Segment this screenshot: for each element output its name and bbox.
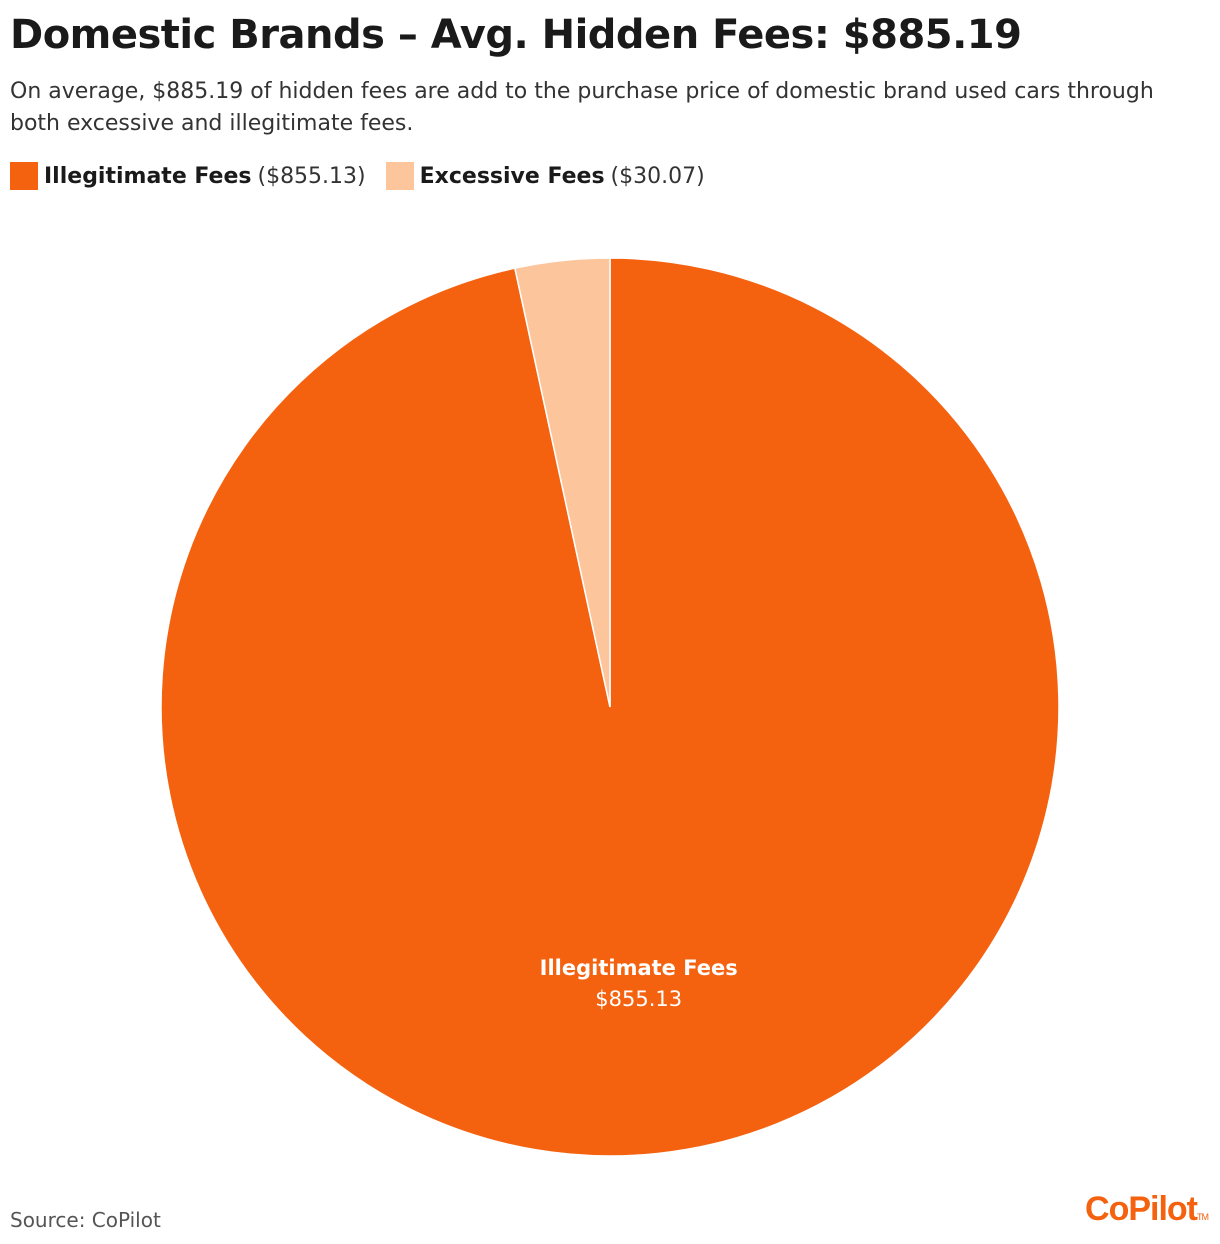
legend-item-excessive: Excessive Fees ($30.07) (385, 162, 705, 190)
legend-value-excessive: ($30.07) (610, 163, 705, 189)
pie-labels: Illegitimate Fees $855.13 (540, 956, 738, 1011)
chart-subtitle: On average, $885.19 of hidden fees are a… (10, 79, 1154, 136)
slice-label-illegitimate-fees: Illegitimate Fees (540, 956, 738, 980)
legend: Illegitimate Fees ($855.13) Excessive Fe… (10, 162, 725, 190)
legend-value-illegitimate: ($855.13) (257, 163, 366, 189)
slice-value-illegitimate-fees: $855.13 (595, 987, 682, 1011)
logo-trademark: TM (1197, 1212, 1209, 1222)
legend-swatch-excessive (385, 162, 414, 190)
legend-item-illegitimate: Illegitimate Fees ($855.13) (10, 162, 366, 190)
pie-slice-excessive-fees (514, 257, 611, 708)
legend-swatch-illegitimate (10, 162, 38, 190)
pie-slices (160, 257, 1060, 1157)
legend-label-illegitimate: Illegitimate Fees (44, 163, 252, 189)
logo-text: CoPilot (1085, 1190, 1198, 1228)
copilot-logo: CoPilotTM (1085, 1190, 1209, 1229)
chart-title: Domestic Brands – Avg. Hidden Fees: $885… (10, 12, 1022, 58)
source-note: Source: CoPilot (10, 1208, 161, 1232)
legend-label-excessive: Excessive Fees (419, 163, 605, 189)
